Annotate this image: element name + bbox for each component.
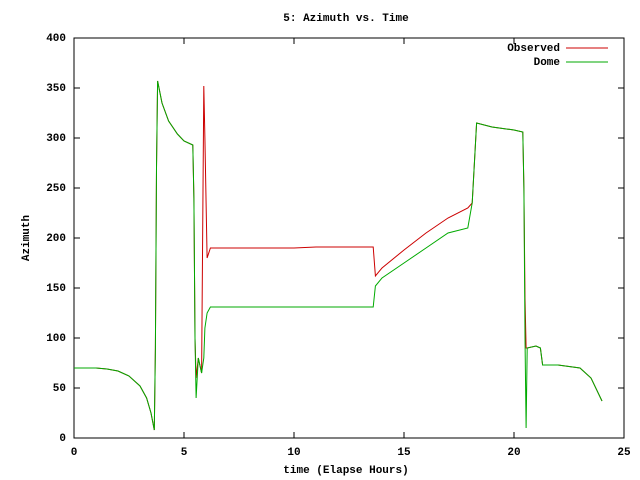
x-tick-label: 0: [71, 447, 78, 459]
x-axis-label: time (Elapse Hours): [283, 465, 408, 477]
chart-title: 5: Azimuth vs. Time: [283, 13, 409, 25]
legend-label: Observed: [507, 43, 560, 55]
y-tick-label: 200: [46, 233, 66, 245]
x-tick-label: 25: [617, 447, 631, 459]
x-tick-label: 10: [287, 447, 300, 459]
x-tick-label: 15: [397, 447, 411, 459]
x-tick-label: 5: [181, 447, 188, 459]
y-tick-label: 350: [46, 83, 66, 95]
y-tick-label: 150: [46, 283, 66, 295]
y-tick-label: 50: [53, 383, 66, 395]
y-tick-label: 0: [59, 433, 66, 445]
x-tick-label: 20: [507, 447, 520, 459]
y-tick-label: 100: [46, 333, 66, 345]
data-line: [74, 80, 603, 431]
y-tick-label: 250: [46, 183, 66, 195]
legend-label: Dome: [534, 57, 561, 69]
y-axis-label: Azimuth: [21, 215, 33, 261]
y-tick-label: 300: [46, 133, 66, 145]
y-tick-label: 400: [46, 33, 66, 45]
